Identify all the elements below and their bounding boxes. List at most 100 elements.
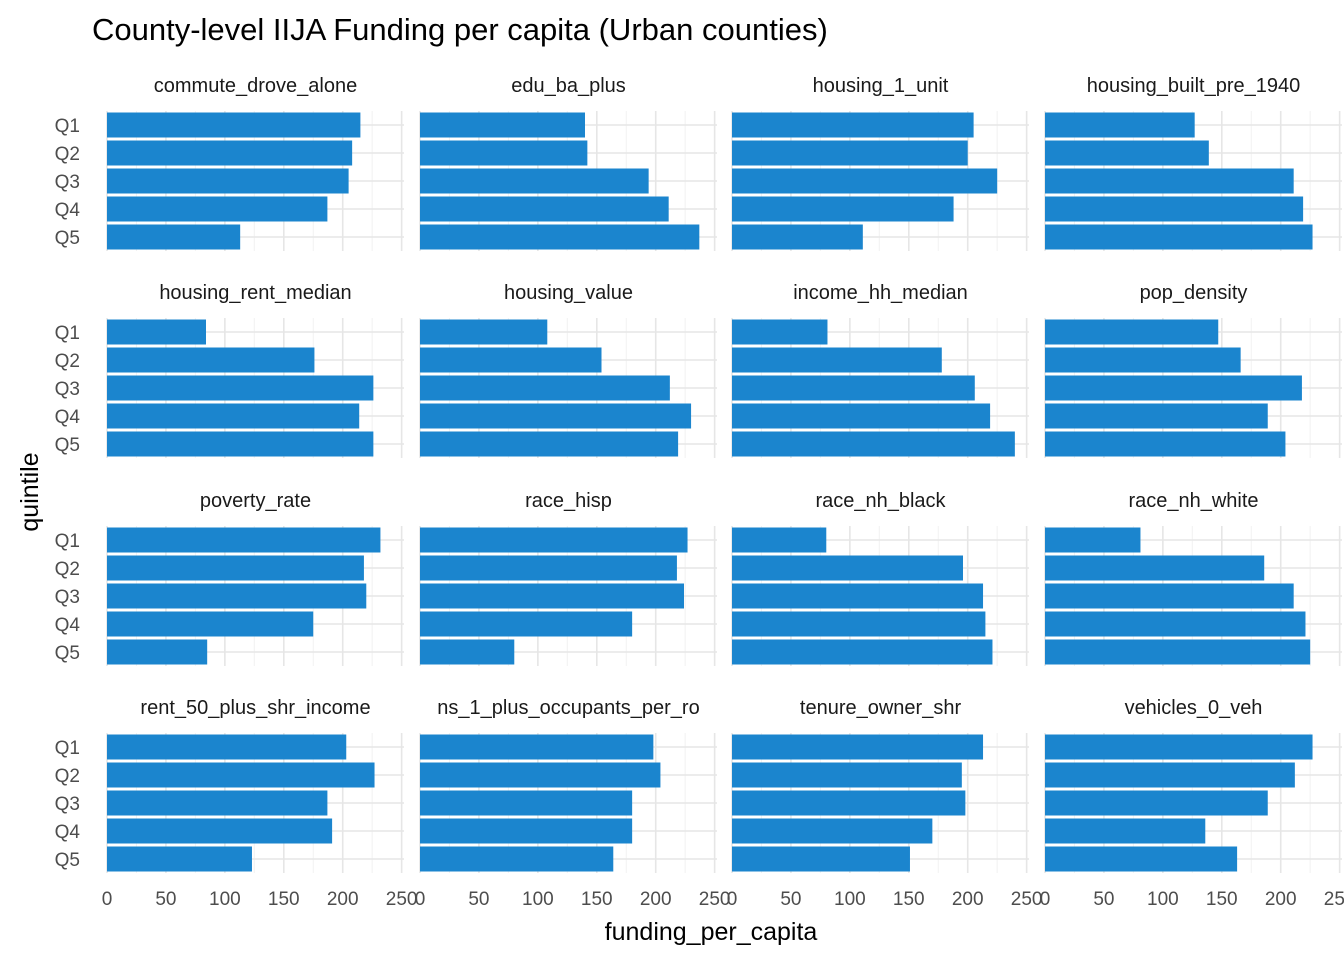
facet-panel: income_hh_median: [731, 282, 1029, 458]
y-tick-label: Q2: [55, 559, 80, 580]
facet-strip-label: income_hh_median: [793, 282, 968, 304]
x-tick-label: 50: [155, 889, 176, 910]
x-tick-label: 250: [386, 889, 418, 910]
bar: [732, 611, 986, 637]
bar: [1045, 846, 1238, 872]
bar: [732, 846, 910, 872]
bar: [107, 319, 206, 345]
bar: [107, 347, 315, 373]
bar: [420, 846, 614, 872]
facet-strip-label: pop_density: [1140, 282, 1248, 304]
facet-panel: vehicles_0_veh 0 50 100 150 200 250: [1040, 697, 1344, 910]
chart-title: County-level IIJA Funding per capita (Ur…: [92, 12, 828, 47]
bar: [420, 790, 633, 816]
facet-panel: commute_drove_alone Q1 Q2 Q3 Q4 Q5: [55, 75, 404, 251]
facet-strip-label: housing_value: [504, 282, 633, 304]
bar: [107, 224, 241, 250]
bar: [1045, 403, 1268, 429]
bar: [420, 375, 670, 401]
facet-strip-label: commute_drove_alone: [154, 75, 357, 97]
x-axis-title: funding_per_capita: [605, 918, 818, 946]
facet-strip-label: housing_rent_median: [159, 282, 351, 304]
x-tick-label: 200: [327, 889, 359, 910]
x-tick-label: 0: [102, 889, 113, 910]
facet-strip-label: vehicles_0_veh: [1125, 697, 1263, 719]
bar: [732, 347, 942, 373]
bar: [1045, 196, 1304, 222]
bar: [732, 555, 963, 581]
bar: [732, 431, 1015, 457]
y-tick-label: Q2: [55, 766, 80, 787]
bar: [107, 790, 328, 816]
bar: [1045, 431, 1286, 457]
bar: [107, 431, 374, 457]
bar: [732, 527, 827, 553]
y-tick-label: Q3: [55, 794, 80, 815]
bar: [1045, 734, 1313, 760]
bar: [420, 403, 692, 429]
bar: [1045, 790, 1268, 816]
y-tick-label: Q4: [55, 200, 81, 221]
facet-strip-label: housing_1_unit: [813, 75, 949, 97]
bar: [420, 140, 588, 166]
x-tick-label: 200: [1265, 889, 1297, 910]
bar: [420, 224, 700, 250]
y-tick-label: Q3: [55, 587, 80, 608]
x-tick-label: 100: [209, 889, 241, 910]
x-tick-label: 250: [1324, 889, 1344, 910]
bar: [732, 319, 828, 345]
facet-panel: housing_built_pre_1940: [1044, 75, 1342, 251]
facet-panel: poverty_rate Q1 Q2 Q3 Q4 Q5: [55, 490, 404, 666]
bar: [732, 790, 966, 816]
bar: [1045, 319, 1219, 345]
x-tick-label: 150: [268, 889, 300, 910]
bar: [420, 762, 661, 788]
bar: [420, 583, 684, 609]
facet-panels: commute_drove_alone Q1 Q2 Q3 Q4 Q5 edu_ba_plus…: [55, 75, 1344, 910]
bar: [1045, 347, 1241, 373]
bar: [1045, 611, 1306, 637]
bar: [107, 375, 374, 401]
facet-strip-label: tenure_owner_shr: [800, 697, 962, 719]
x-tick-label: 0: [415, 889, 426, 910]
bar: [732, 639, 993, 665]
x-tick-label: 150: [581, 889, 613, 910]
x-tick-label: 0: [1040, 889, 1051, 910]
bar: [732, 112, 974, 138]
bar: [420, 168, 649, 194]
bar: [420, 319, 548, 345]
facet-panel: tenure_owner_shr 0 50 100 150 200 250: [727, 697, 1043, 910]
bar: [420, 639, 515, 665]
facet-strip-label: race_nh_white: [1128, 490, 1258, 512]
facet-strip-label: edu_ba_plus: [511, 75, 626, 97]
facet-strip-label: rent_50_plus_shr_income: [140, 697, 370, 719]
facet-panel: housing_1_unit: [731, 75, 1029, 251]
facet-panel: housing_value: [419, 282, 717, 458]
x-tick-label: 100: [834, 889, 866, 910]
bar: [732, 224, 863, 250]
x-tick-label: 150: [1206, 889, 1238, 910]
bar: [1045, 639, 1311, 665]
bar: [107, 112, 361, 138]
facet-strip-label: race_hisp: [525, 490, 612, 512]
y-tick-label: Q5: [55, 228, 80, 249]
facet-panel: race_nh_black: [731, 490, 1029, 666]
facet-panel: pop_density: [1044, 282, 1342, 458]
bar: [107, 818, 333, 844]
bar: [107, 555, 364, 581]
bar: [1045, 140, 1209, 166]
facet-panel: edu_ba_plus: [419, 75, 717, 251]
facet-panel: housing_rent_median Q1 Q2 Q3 Q4 Q5: [55, 282, 404, 458]
x-tick-label: 50: [780, 889, 801, 910]
facet-strip-label: race_nh_black: [815, 490, 946, 512]
y-tick-label: Q4: [55, 615, 81, 636]
bar: [1045, 583, 1294, 609]
y-tick-label: Q5: [55, 435, 80, 456]
x-tick-label: 50: [468, 889, 489, 910]
bar: [420, 196, 669, 222]
bar: [732, 583, 984, 609]
x-tick-label: 50: [1093, 889, 1114, 910]
x-tick-label: 0: [727, 889, 738, 910]
bar: [1045, 112, 1195, 138]
